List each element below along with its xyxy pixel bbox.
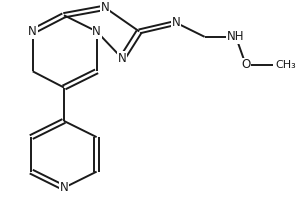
Text: N: N (28, 25, 37, 38)
Text: O: O (241, 58, 250, 71)
Text: N: N (92, 25, 101, 38)
Text: CH₃: CH₃ (276, 60, 297, 70)
Text: N: N (118, 52, 127, 65)
Text: NH: NH (227, 30, 245, 43)
Text: N: N (60, 181, 68, 194)
Text: N: N (101, 1, 110, 14)
Text: N: N (172, 16, 181, 29)
